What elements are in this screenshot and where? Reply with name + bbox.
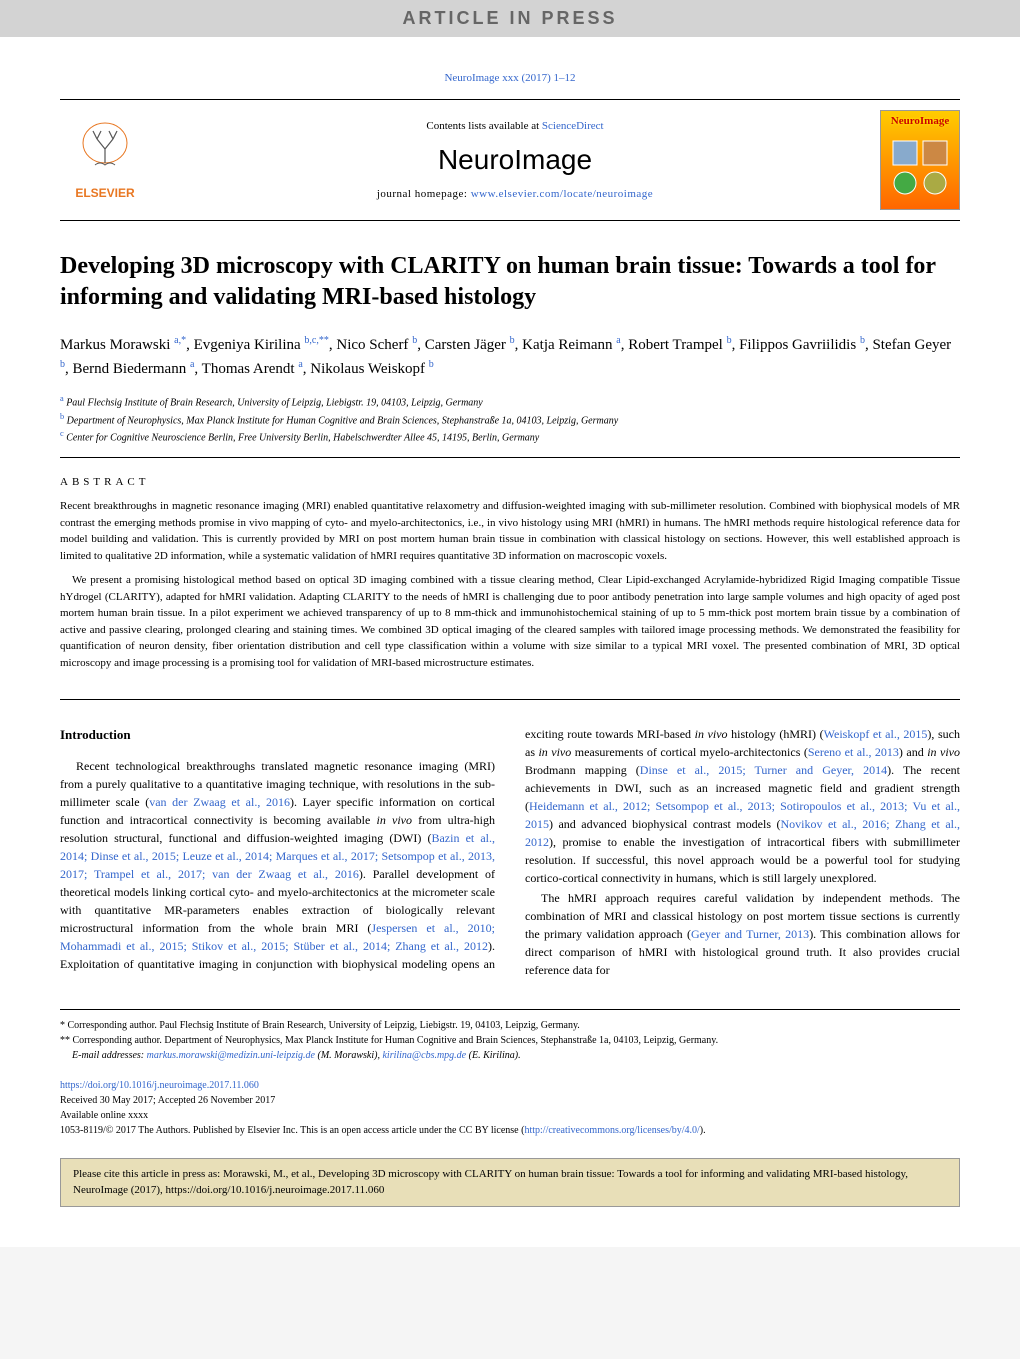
footnotes: * Corresponding author. Paul Flechsig In… [60, 1009, 960, 1063]
journal-reference: NeuroImage xxx (2017) 1–12 [60, 57, 960, 99]
article-in-press-banner: ARTICLE IN PRESS [0, 0, 1020, 37]
introduction-section: Introduction Recent technological breakt… [60, 725, 960, 979]
journal-homepage-line: journal homepage: www.elsevier.com/locat… [150, 188, 880, 200]
page-content: NeuroImage xxx (2017) 1–12 ELSEVIER Cont… [0, 37, 1020, 1247]
homepage-prefix: journal homepage: [377, 188, 471, 200]
affiliation-b: b Department of Neurophysics, Max Planck… [60, 411, 960, 428]
article-title: Developing 3D microscopy with CLARITY on… [60, 251, 960, 313]
email-link-2[interactable]: kirilina@cbs.mpg.de [382, 1050, 466, 1061]
intro-p2: The hMRI approach requires careful valid… [525, 889, 960, 979]
elsevier-logo: ELSEVIER [60, 121, 150, 200]
abstract-text: Recent breakthroughs in magnetic resonan… [60, 498, 960, 700]
abstract-heading: ABSTRACT [60, 476, 960, 488]
contents-prefix: Contents lists available at [426, 120, 541, 132]
sciencedirect-link[interactable]: ScienceDirect [542, 120, 604, 132]
journal-title: NeuroImage [150, 144, 880, 176]
journal-cover-thumbnail: NeuroImage [880, 110, 960, 210]
body-two-column: Introduction Recent technological breakt… [60, 725, 960, 979]
license-link[interactable]: http://creativecommons.org/licenses/by/4… [524, 1125, 699, 1136]
copyright-line: 1053-8119/© 2017 The Authors. Published … [60, 1123, 960, 1138]
doi-link[interactable]: https://doi.org/10.1016/j.neuroimage.201… [60, 1080, 259, 1091]
journal-header-center: Contents lists available at ScienceDirec… [150, 120, 880, 200]
footnote-corresponding-1: * Corresponding author. Paul Flechsig In… [60, 1018, 960, 1033]
email-name-2: (E. Kirilina). [466, 1050, 520, 1061]
email-name-1: (M. Morawski), [315, 1050, 383, 1061]
email-link-1[interactable]: markus.morawski@medizin.uni-leipzig.de [147, 1050, 315, 1061]
citation-box: Please cite this article in press as: Mo… [60, 1158, 960, 1207]
journal-homepage-link[interactable]: www.elsevier.com/locate/neuroimage [471, 188, 653, 200]
footnote-corresponding-2: ** Corresponding author. Department of N… [60, 1033, 960, 1048]
journal-header: ELSEVIER Contents lists available at Sci… [60, 99, 960, 221]
affiliation-c: c Center for Cognitive Neuroscience Berl… [60, 428, 960, 445]
abstract-p2: We present a promising histological meth… [60, 572, 960, 671]
abstract-p1: Recent breakthroughs in magnetic resonan… [60, 498, 960, 564]
elsevier-tree-icon [60, 121, 150, 186]
affiliation-a: a Paul Flechsig Institute of Brain Resea… [60, 393, 960, 410]
emails-label: E-mail addresses: [72, 1050, 147, 1061]
affiliations: a Paul Flechsig Institute of Brain Resea… [60, 393, 960, 458]
footnote-emails: E-mail addresses: markus.morawski@medizi… [72, 1048, 960, 1063]
author-list: Markus Morawski a,*, Evgeniya Kirilina b… [60, 333, 960, 381]
available-online: Available online xxxx [60, 1108, 960, 1123]
introduction-heading: Introduction [60, 725, 495, 745]
contents-list-line: Contents lists available at ScienceDirec… [150, 120, 880, 132]
received-accepted: Received 30 May 2017; Accepted 26 Novemb… [60, 1093, 960, 1108]
elsevier-name: ELSEVIER [60, 186, 150, 200]
cover-title-text: NeuroImage [881, 115, 959, 127]
article-metadata: https://doi.org/10.1016/j.neuroimage.201… [60, 1078, 960, 1138]
